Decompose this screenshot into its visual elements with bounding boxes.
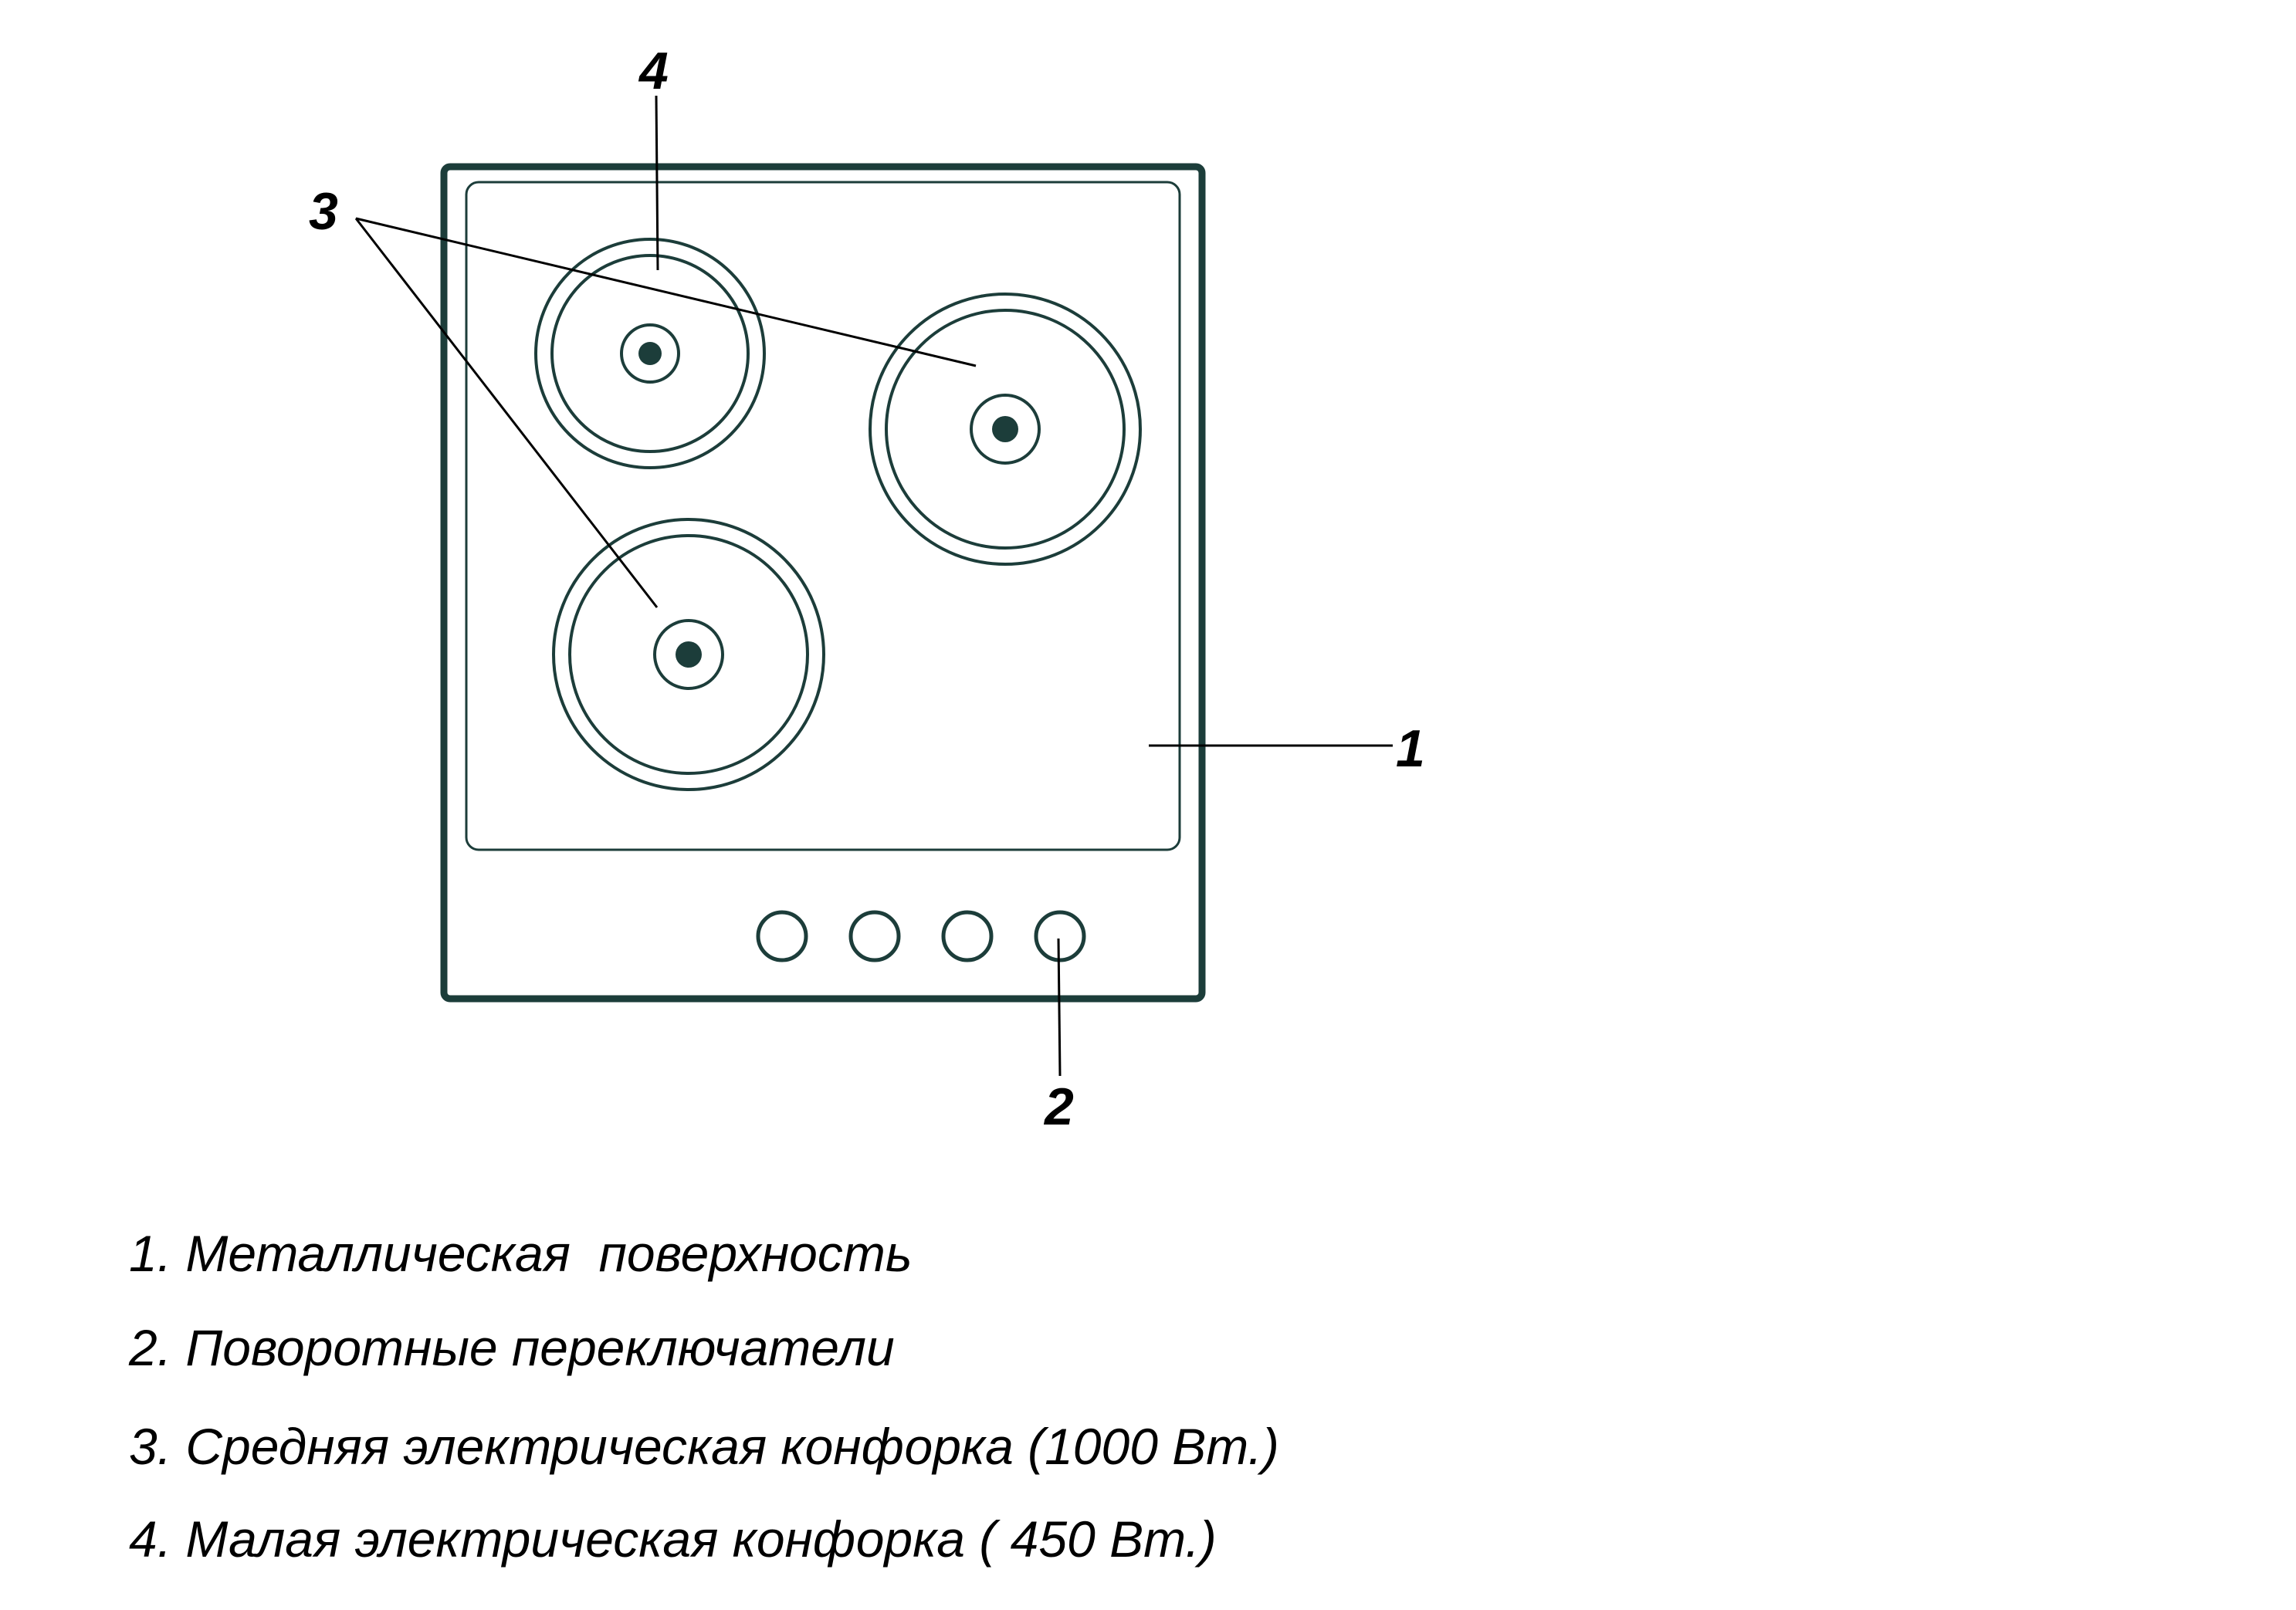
medium-burner-left-inner-ring	[568, 534, 809, 775]
small-burner	[534, 238, 766, 469]
control-knobs	[756, 910, 1086, 962]
small-burner-center-ring	[620, 323, 680, 384]
legend-item-3: 3. Средняя электрическая конфорка (1000 …	[129, 1418, 1279, 1475]
callout-3: 3	[309, 182, 338, 241]
callout-1: 1	[1396, 719, 1425, 778]
knob-1	[756, 910, 808, 962]
medium-burner-left-center-dot	[676, 641, 702, 668]
knob-3	[941, 910, 994, 962]
small-burner-center-dot	[638, 342, 662, 365]
medium-burner-right-inner-ring	[885, 309, 1126, 550]
leader-line-3-right	[355, 217, 977, 367]
callout-numbers: 1 2 3 4	[309, 42, 1425, 1136]
cooktop	[440, 163, 1206, 1003]
cooktop-outer-frame	[440, 163, 1206, 1003]
callout-2: 2	[1043, 1077, 1074, 1136]
medium-burner-right-center-dot	[992, 416, 1018, 442]
legend-item-1: 1. Металлическая поверхность	[129, 1225, 913, 1282]
knob-2	[848, 910, 901, 962]
legend-item-4: 4. Малая электрическая конфорка ( 450 Вт…	[129, 1510, 1217, 1568]
medium-burner-left-outer-ring	[552, 518, 825, 791]
medium-burner-right-center-ring	[970, 394, 1041, 465]
medium-burner-left-center-ring	[653, 619, 724, 690]
leader-line-2	[1057, 938, 1062, 1077]
legend-item-2: 2. Поворотные переключатели	[128, 1319, 895, 1376]
leader-lines	[354, 95, 1393, 1077]
legend: 1. Металлическая поверхность 2. Поворотн…	[128, 1225, 1279, 1568]
medium-burner-right	[869, 293, 1142, 566]
knob-4	[1034, 910, 1086, 962]
leader-line-4	[655, 95, 659, 271]
medium-burner-right-outer-ring	[869, 293, 1142, 566]
metal-surface	[465, 181, 1181, 851]
medium-burner-left	[552, 518, 825, 791]
leader-line-3-left	[354, 218, 659, 608]
small-burner-outer-ring	[534, 238, 766, 469]
callout-4: 4	[638, 42, 669, 100]
small-burner-inner-ring	[550, 254, 750, 453]
